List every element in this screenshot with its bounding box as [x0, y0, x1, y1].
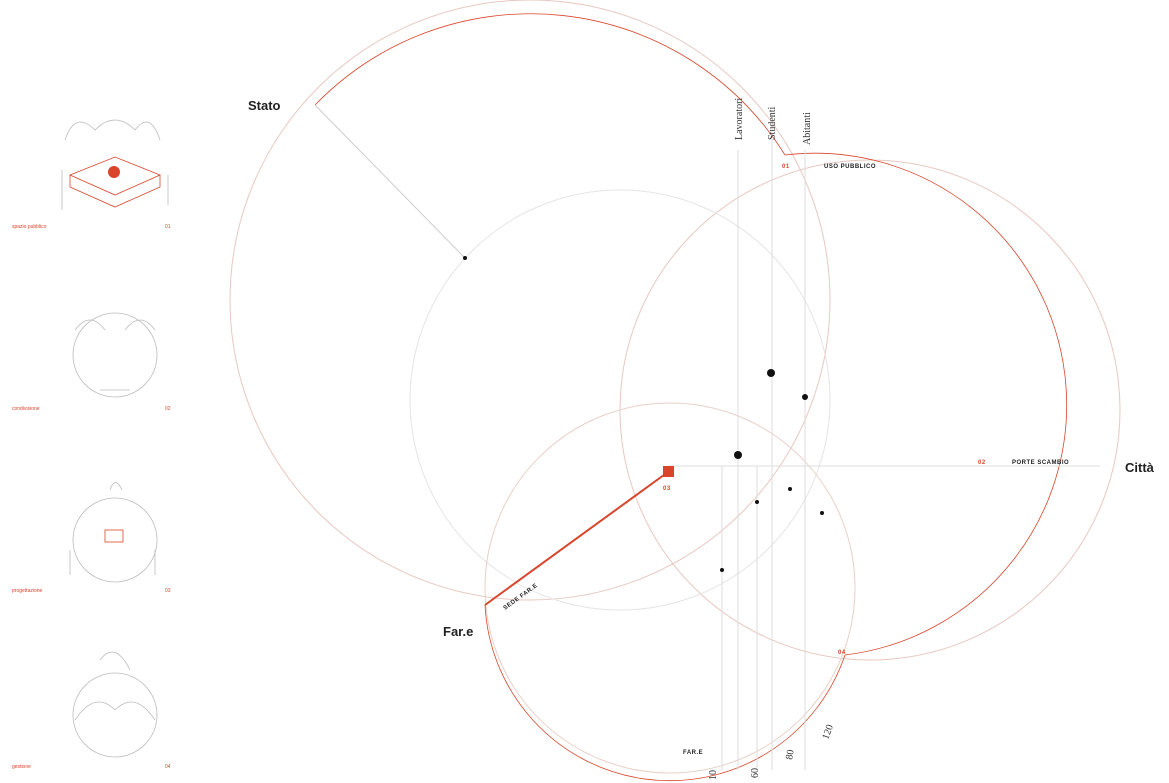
actor-label: Studenti: [767, 106, 778, 140]
panel-code: 02: [165, 406, 171, 412]
point: [463, 256, 467, 260]
arc: [314, 13, 786, 156]
pole-label: Far.e: [443, 624, 473, 639]
connector: [314, 104, 466, 259]
point: [802, 394, 808, 400]
panel-code: 03: [165, 588, 171, 594]
circle-fare: [484, 402, 856, 774]
circle-citta: [619, 159, 1121, 661]
scale-label: 60: [750, 768, 761, 778]
arc: [784, 152, 1068, 656]
scale-label: 80: [784, 749, 797, 761]
pole-label: Città: [1125, 460, 1155, 475]
pole-label: Stato: [248, 98, 281, 113]
points: [463, 256, 824, 572]
panel-label: spazio pubblico: [12, 224, 47, 230]
node-code: 03: [663, 486, 671, 492]
red-square: [663, 466, 674, 477]
circle-mid: [409, 189, 831, 611]
panel-icons: [61, 119, 169, 758]
actor-label: Abitanti: [802, 112, 813, 145]
circle-stato: [229, 0, 831, 601]
node-code: 04: [838, 650, 846, 656]
circles: [229, 0, 1121, 782]
actor-label: Lavoratori: [734, 98, 745, 140]
panels: spazio pubblico 01 condivisione 02 progettaz…: [12, 224, 171, 770]
panel-label: gestione: [12, 764, 31, 770]
point: [720, 568, 724, 572]
point: [788, 487, 792, 491]
panel-code: 04: [165, 764, 171, 770]
scale-label: 10: [708, 770, 719, 780]
panel-label: condivisione: [12, 406, 40, 412]
point: [767, 369, 775, 377]
node-label: PORTE SCAMBIO: [1012, 460, 1069, 466]
red-link: [484, 471, 669, 606]
node-code: 01: [782, 164, 790, 170]
point: [734, 451, 742, 459]
point: [755, 500, 759, 504]
point: [820, 511, 824, 515]
node-label: USO PUBBLICO: [824, 164, 876, 170]
scale-label: 120: [820, 723, 835, 741]
panel-label: progettazione: [12, 588, 43, 594]
node-code: 02: [978, 460, 986, 466]
node-label: FAR.E: [683, 750, 703, 756]
panel-code: 01: [165, 224, 171, 230]
